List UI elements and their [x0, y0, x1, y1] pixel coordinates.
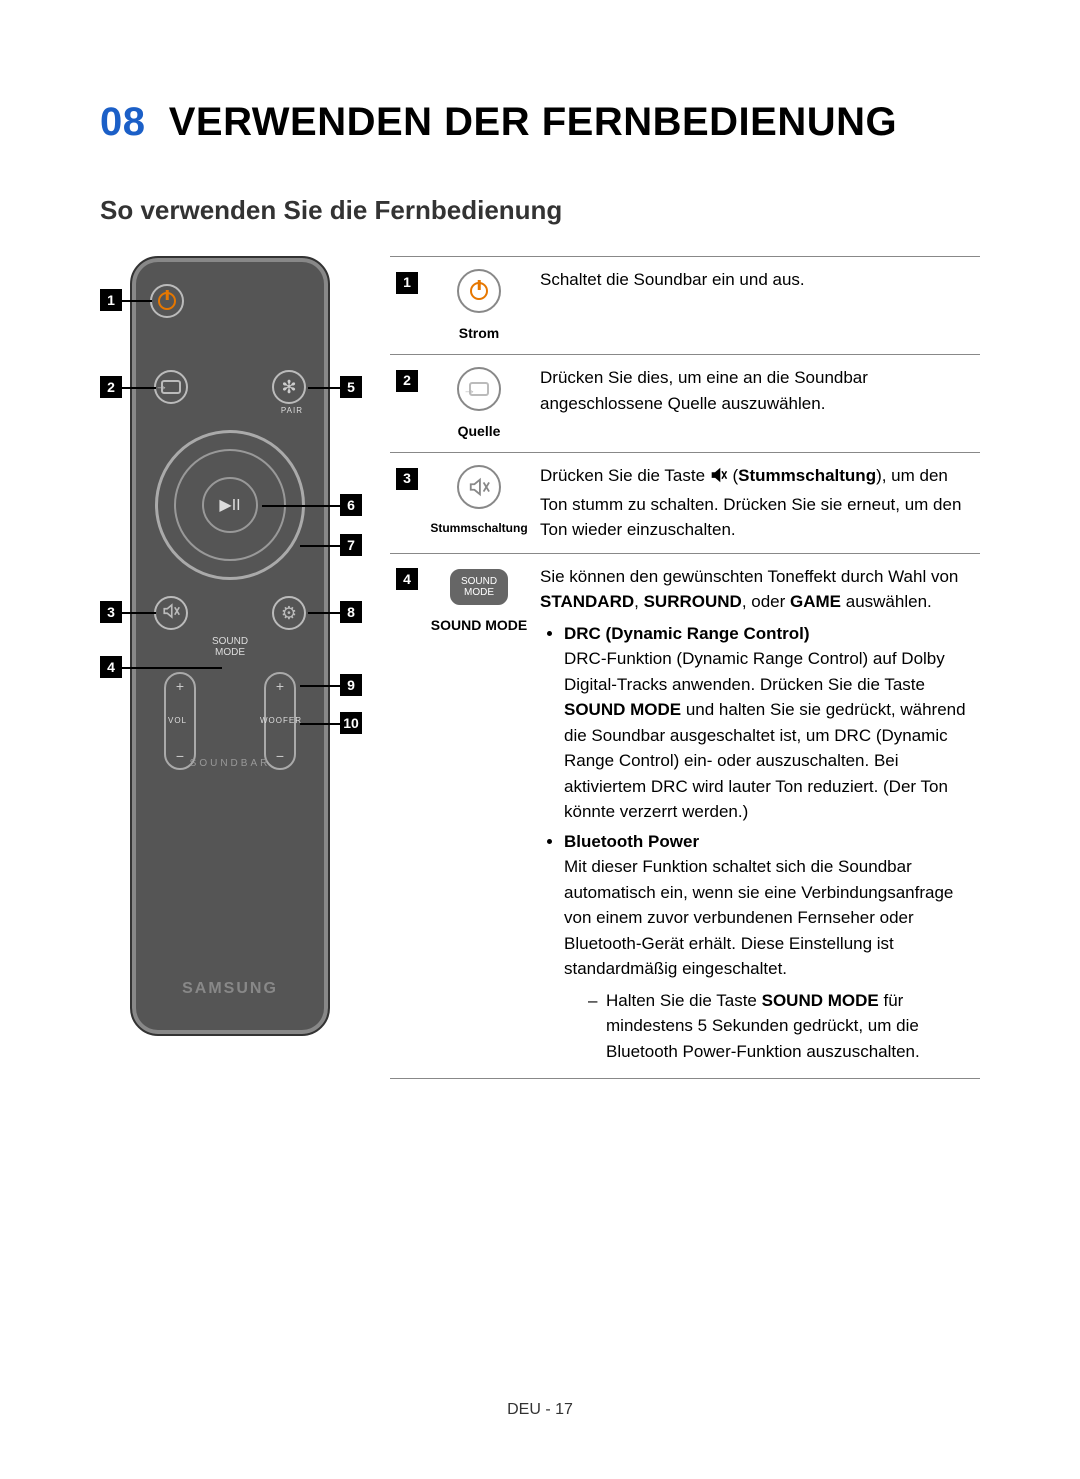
source-icon [161, 380, 181, 394]
leader-10 [300, 723, 342, 725]
leader-3 [122, 612, 156, 614]
remote-settings-button: ⚙ [272, 596, 306, 630]
text-bold: SOUND MODE [564, 700, 681, 719]
mute-icon [710, 466, 728, 492]
callout-6: 6 [340, 494, 362, 516]
badge-line: SOUND [461, 576, 497, 587]
text: , [634, 592, 643, 611]
remote-play-pause: ▶II [202, 477, 258, 533]
table-row: 4 SOUND MODE SOUND MODE Sie können den g… [390, 553, 980, 1079]
power-icon [470, 282, 488, 300]
bluetooth-icon: ✻ [281, 377, 296, 398]
leader-5 [308, 387, 342, 389]
leader-6 [262, 505, 342, 507]
source-icon [469, 382, 489, 396]
row-body: Schaltet die Soundbar ein und aus. [534, 257, 980, 355]
power-button-icon [457, 269, 501, 313]
callout-5: 5 [340, 376, 362, 398]
row-number: 4 [396, 568, 418, 590]
power-icon [158, 292, 176, 310]
icon-label-mute: Stummschaltung [430, 519, 528, 537]
source-button-icon [457, 367, 501, 411]
vol-label: VOL [168, 716, 187, 725]
callout-4: 4 [100, 656, 122, 678]
text-bold: SURROUND [644, 592, 742, 611]
remote-power-button [150, 284, 184, 318]
table-row: 2 Quelle Drücken Sie dies, um eine an di… [390, 355, 980, 453]
brand-logo: SAMSUNG [182, 980, 278, 998]
page-footer: DEU - 17 [507, 1401, 573, 1419]
icon-label-soundmode: SOUND MODE [430, 615, 528, 636]
list-item: Bluetooth Power Mit dieser Funktion scha… [564, 829, 974, 1065]
text-bold: GAME [790, 592, 841, 611]
callout-2: 2 [100, 376, 122, 398]
sound-mode-badge-icon: SOUND MODE [450, 569, 508, 605]
chapter-text: VERWENDEN DER FERNBEDIENUNG [169, 100, 897, 144]
gear-icon: ⚙ [281, 603, 297, 624]
leader-1 [122, 300, 152, 302]
table-row: 3 Stummschaltung Drücken Sie die Taste (… [390, 453, 980, 554]
pair-label: PAIR [281, 406, 303, 415]
text: Drücken Sie die Taste [540, 466, 710, 485]
chapter-title: 08 VERWENDEN DER FERNBEDIENUNG [100, 100, 980, 145]
row-body: Drücken Sie die Taste (Stummschaltung), … [534, 453, 980, 554]
chapter-number: 08 [100, 100, 146, 144]
leader-9 [300, 685, 342, 687]
mute-button-icon [457, 465, 501, 509]
leader-7 [300, 545, 342, 547]
bt-title: Bluetooth Power [564, 832, 699, 851]
text: ( [728, 466, 738, 485]
icon-label-strom: Strom [430, 323, 528, 344]
leader-8 [308, 612, 342, 614]
mute-icon [162, 602, 180, 625]
list-item: Halten Sie die Taste SOUND MODE für mind… [588, 988, 974, 1065]
remote-mute-button [154, 596, 188, 630]
row-number: 2 [396, 370, 418, 392]
text-bold: STANDARD [540, 592, 634, 611]
text: Sie können den gewünschten Toneffekt dur… [540, 567, 958, 586]
leader-2 [122, 387, 156, 389]
text: DRC-Funktion (Dynamic Range Control) auf… [564, 649, 945, 694]
row-body: Drücken Sie dies, um eine an die Soundba… [534, 355, 980, 453]
table-row: 1 Strom Schaltet die Soundbar ein und au… [390, 257, 980, 355]
badge-line: MODE [464, 587, 494, 598]
text-bold: Stummschaltung [738, 466, 876, 485]
sound-mode-label: SOUNDMODE [212, 636, 248, 658]
description-table: 1 Strom Schaltet die Soundbar ein und au… [390, 256, 980, 1079]
callout-3: 3 [100, 601, 122, 623]
list-item: DRC (Dynamic Range Control) DRC-Funktion… [564, 621, 974, 825]
row-body: Sie können den gewünschten Toneffekt dur… [534, 553, 980, 1079]
text: auswählen. [841, 592, 932, 611]
callout-9: 9 [340, 674, 362, 696]
remote-bluetooth-button: ✻ [272, 370, 306, 404]
callout-8: 8 [340, 601, 362, 623]
text: Halten Sie die Taste [606, 991, 762, 1010]
text-bold: SOUND MODE [762, 991, 879, 1010]
text: Mit dieser Funktion schaltet sich die So… [564, 857, 953, 978]
callout-10: 10 [340, 712, 362, 734]
section-title: So verwenden Sie die Fernbedienung [100, 195, 980, 226]
soundbar-label: SOUNDBAR [190, 758, 271, 769]
text: , oder [742, 592, 790, 611]
woofer-label: WOOFER [260, 716, 302, 725]
row-number: 3 [396, 468, 418, 490]
remote-body: ✻ PAIR ▶II ⚙ SOUNDMODE [130, 256, 330, 1036]
drc-title: DRC (Dynamic Range Control) [564, 624, 810, 643]
callout-1: 1 [100, 289, 122, 311]
icon-label-quelle: Quelle [430, 421, 528, 442]
remote-source-button [154, 370, 188, 404]
callout-7: 7 [340, 534, 362, 556]
play-pause-icon: ▶II [219, 495, 240, 515]
remote-diagram: ✻ PAIR ▶II ⚙ SOUNDMODE [100, 256, 360, 1079]
leader-4 [122, 667, 222, 669]
row-number: 1 [396, 272, 418, 294]
